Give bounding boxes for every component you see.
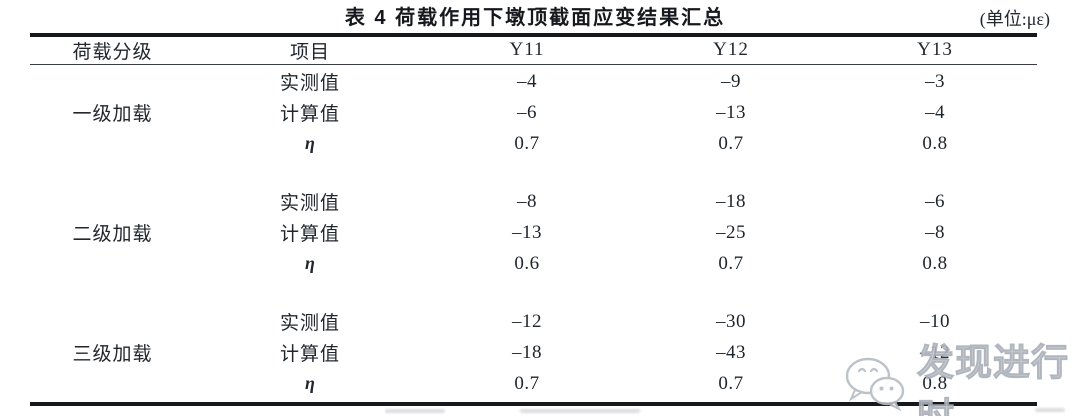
- page-edge-text-remnant: [1035, 408, 1065, 412]
- table-body: 一级加载 实测值 –4 –9 –3 计算值 –6 –13 –4 η 0.7 0.…: [30, 65, 1037, 401]
- value-cell: –3: [925, 70, 945, 92]
- header-y13: Y13: [917, 39, 953, 60]
- item-label-eta: η: [305, 253, 315, 274]
- item-label-eta: η: [305, 373, 315, 394]
- value-cell: –43: [716, 341, 746, 363]
- value-cell: –18: [512, 341, 542, 363]
- value-cell: –6: [925, 190, 945, 212]
- table-bottom-rule: [30, 402, 1037, 407]
- load-group-level1: 一级加载 实测值 –4 –9 –3 计算值 –6 –13 –4 η 0.7 0.…: [30, 66, 1037, 159]
- value-cell: 0.8: [922, 132, 948, 154]
- item-label: 计算值: [279, 104, 340, 126]
- value-cell: –8: [517, 190, 537, 212]
- value-cell: –12: [920, 341, 950, 363]
- value-cell: 0.7: [514, 372, 540, 394]
- item-label: 实测值: [279, 193, 340, 215]
- value-cell: 0.7: [718, 132, 744, 154]
- value-cell: –9: [721, 70, 741, 92]
- value-cell: –6: [517, 101, 537, 123]
- value-cell: –8: [925, 221, 945, 243]
- load-group-level2: 二级加载 实测值 –8 –18 –6 计算值 –13 –25 –8 η 0.6 …: [30, 186, 1037, 279]
- value-cell: –4: [925, 101, 945, 123]
- table-title: 表 4 荷载作用下墩顶截面应变结果汇总: [344, 7, 726, 29]
- value-cell: –4: [517, 70, 537, 92]
- header-y12: Y12: [713, 39, 749, 60]
- item-label-eta: η: [305, 133, 315, 154]
- value-cell: –25: [716, 221, 746, 243]
- item-label: 实测值: [279, 313, 340, 335]
- table-top-rule: [30, 33, 1037, 37]
- load-grade-label: 一级加载: [72, 104, 153, 126]
- page-edge-text-remnant: [385, 409, 445, 413]
- value-cell: –12: [512, 310, 542, 332]
- page-edge-text-remnant: [520, 409, 640, 413]
- value-cell: –13: [716, 101, 746, 123]
- value-cell: 0.7: [718, 372, 744, 394]
- value-cell: –18: [716, 190, 746, 212]
- value-cell: –30: [716, 310, 746, 332]
- value-cell: –10: [920, 310, 950, 332]
- load-grade-label: 三级加载: [72, 344, 153, 366]
- value-cell: 0.6: [514, 252, 540, 274]
- header-item: 项目: [289, 41, 330, 63]
- item-label: 实测值: [279, 73, 340, 95]
- title-bar: 表 4 荷载作用下墩顶截面应变结果汇总 (单位:με): [30, 5, 1050, 32]
- item-label: 计算值: [279, 224, 340, 246]
- table-header-row: 荷载分级 项目 Y11 Y12 Y13: [30, 37, 1037, 64]
- value-cell: 0.7: [514, 132, 540, 154]
- item-label: 计算值: [279, 344, 340, 366]
- value-cell: 0.8: [922, 372, 948, 394]
- value-cell: 0.8: [922, 252, 948, 274]
- header-load-grade: 荷载分级: [72, 41, 153, 63]
- unit-label: (单位:με): [979, 9, 1050, 29]
- load-group-level3: 三级加载 实测值 –12 –30 –10 计算值 –18 –43 –12 η 0…: [30, 306, 1037, 399]
- value-cell: 0.7: [718, 252, 744, 274]
- strain-results-table: 荷载分级 项目 Y11 Y12 Y13 一级加载 实测值 –4 –9 –3 计算…: [30, 33, 1037, 407]
- load-grade-label: 二级加载: [72, 224, 153, 246]
- value-cell: –13: [512, 221, 542, 243]
- table-header-rule: [30, 63, 1037, 66]
- header-y11: Y11: [509, 39, 545, 60]
